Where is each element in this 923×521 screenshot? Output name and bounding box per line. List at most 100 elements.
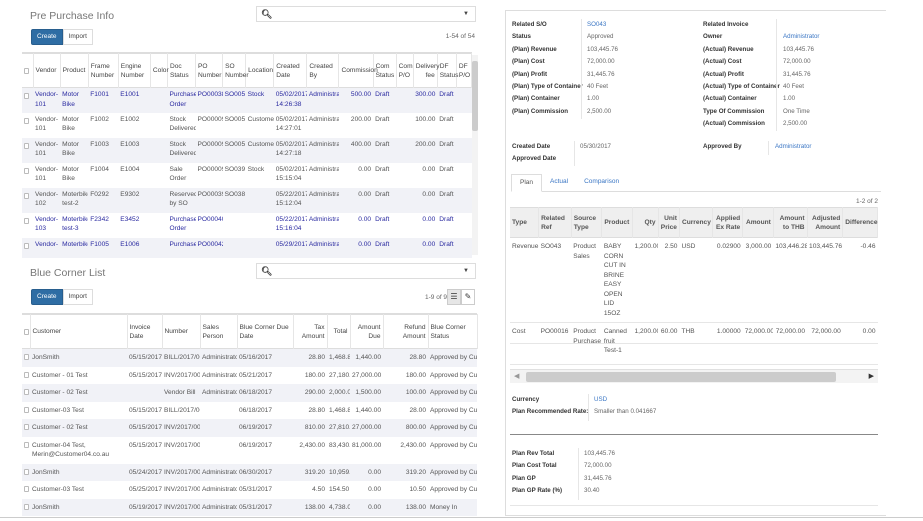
horizontal-scrollbar[interactable]: ◀ ▶ xyxy=(510,369,878,383)
row-checkbox[interactable] xyxy=(22,481,30,499)
table-row[interactable]: Vendor-101 Motor Bike F1001 E1001 Purchase O… xyxy=(22,87,472,113)
field-link[interactable]: Administrator xyxy=(783,33,820,41)
column-header[interactable]: Location xyxy=(245,53,275,88)
row-checkbox[interactable] xyxy=(22,237,34,258)
column-header[interactable]: Customer xyxy=(30,314,128,349)
form-view-icon[interactable]: ✎ xyxy=(461,289,475,305)
column-header[interactable]: Doc Status xyxy=(167,53,197,88)
column-header[interactable]: Related Ref xyxy=(538,207,572,238)
column-header[interactable]: Applied Ex Rate xyxy=(712,207,744,238)
table-row[interactable]: Customer-03 Test 05/15/2017BILL/2017/0011… xyxy=(22,402,477,420)
column-header[interactable]: Amount Due xyxy=(350,314,384,349)
column-header[interactable]: Number xyxy=(162,314,201,349)
column-header[interactable]: Blue Corner Due Date xyxy=(237,314,294,349)
column-header[interactable]: Com Status xyxy=(373,53,397,88)
table-row[interactable]: JonSmith05/24/2017INV/2017/0009Administr… xyxy=(22,463,477,481)
column-header[interactable]: Com P/O xyxy=(396,53,414,88)
scroll-left-icon[interactable]: ◀ xyxy=(514,373,520,380)
column-header[interactable]: Adjusted Amount xyxy=(807,207,844,238)
column-header[interactable]: Commission xyxy=(338,53,378,88)
table-row[interactable]: Customer - 02 Test 05/15/2017 INV/2017/00 0… xyxy=(22,419,477,437)
column-header[interactable]: Difference xyxy=(842,207,878,238)
chevron-down-icon[interactable]: ▼ xyxy=(463,268,469,274)
column-header[interactable]: DF Status xyxy=(437,53,458,88)
column-header[interactable]: Vendor xyxy=(33,53,61,88)
currency-link[interactable]: USD xyxy=(594,396,608,403)
column-header[interactable]: Frame Number xyxy=(88,53,119,88)
table-row[interactable]: Customer-03 Test05/25/2017INV/2017/0010A… xyxy=(22,481,477,499)
column-header[interactable]: Source Type xyxy=(571,207,603,238)
column-header[interactable]: Sales Person xyxy=(200,314,238,349)
table-row[interactable]: Customer - 02 Test Vendor Bill Administrat… xyxy=(22,384,477,402)
column-header[interactable]: Qty xyxy=(632,207,659,238)
column-header[interactable]: Refund Amount xyxy=(383,314,429,349)
tab-actual[interactable]: Actual xyxy=(550,178,569,185)
column-header[interactable]: Currency xyxy=(679,207,713,238)
column-header[interactable]: Tax Amount xyxy=(293,314,328,349)
column-header[interactable]: Color xyxy=(150,53,169,88)
column-header[interactable]: Product xyxy=(60,53,89,88)
column-header[interactable]: Invoice Date xyxy=(127,314,163,349)
column-header[interactable]: SO Number xyxy=(222,53,249,88)
tab-comparison[interactable]: Comparison xyxy=(584,178,620,185)
column-header[interactable]: DF P/O xyxy=(456,53,472,88)
row-checkbox[interactable] xyxy=(22,137,34,163)
import-button[interactable]: Import xyxy=(62,29,93,45)
column-header[interactable]: Created By xyxy=(306,53,340,88)
scrollbar[interactable] xyxy=(472,55,478,255)
column-header[interactable]: Blue Corner Status xyxy=(428,314,478,349)
row-checkbox[interactable] xyxy=(22,498,30,516)
column-header[interactable]: PO Number xyxy=(195,53,224,88)
select-all-checkbox[interactable] xyxy=(22,53,34,88)
table-row[interactable]: Customer - 01 Test 05/15/2017INV/2017/000… xyxy=(22,367,477,385)
row-checkbox[interactable] xyxy=(22,437,30,464)
create-button[interactable]: Create xyxy=(31,29,63,45)
column-header[interactable]: Amount xyxy=(742,207,774,238)
column-header[interactable]: Engine Number xyxy=(118,53,151,88)
table-row[interactable]: Vendor-102 Moterbike test-2 F0292 E9302 Rese… xyxy=(22,187,472,213)
row-checkbox[interactable] xyxy=(22,113,33,138)
table-row[interactable]: Vendor-103 Moterbike test-3 F2342 E3452 Purc… xyxy=(22,213,472,238)
search-input[interactable]: 🔍︎ ▼ xyxy=(256,263,476,279)
import-button[interactable]: Import xyxy=(62,289,93,305)
chevron-down-icon[interactable]: ▼ xyxy=(463,11,469,17)
currency-label: Currency xyxy=(512,396,540,403)
row-checkbox[interactable] xyxy=(22,384,30,402)
column-header[interactable]: Product xyxy=(601,207,633,238)
row-checkbox[interactable] xyxy=(22,163,33,188)
row-checkbox[interactable] xyxy=(22,463,30,481)
column-header[interactable]: Created Date xyxy=(273,53,308,88)
column-header[interactable]: Total xyxy=(327,314,351,349)
field-link[interactable]: SO043 xyxy=(587,21,607,28)
table-cell: 1,468.80 xyxy=(327,348,350,367)
table-row[interactable]: JonSmith05/19/2017INV/2017/0008Administr… xyxy=(22,498,477,516)
table-row[interactable]: Customer-04 Test, Merin@Customer04.co.au… xyxy=(22,437,477,464)
column-header[interactable]: Type xyxy=(510,207,540,238)
table-row[interactable]: Revenue SO043 Product Sales BABY CORN CUT I… xyxy=(510,238,878,323)
row-checkbox[interactable] xyxy=(22,367,30,385)
row-checkbox[interactable] xyxy=(22,213,33,238)
row-checkbox[interactable] xyxy=(22,419,30,437)
scroll-right-icon[interactable]: ▶ xyxy=(868,373,874,380)
row-checkbox[interactable] xyxy=(22,87,34,113)
table-cell: 05/24/2017 xyxy=(127,463,162,481)
table-cell: Customer-03 Test xyxy=(32,406,84,414)
column-header[interactable]: Delivery fee xyxy=(413,53,440,88)
search-input[interactable]: 🔍︎ ▼ xyxy=(256,6,476,22)
column-header[interactable]: Amount to THB xyxy=(773,207,808,238)
row-checkbox[interactable] xyxy=(22,402,30,420)
create-button[interactable]: Create xyxy=(31,289,63,305)
list-view-icon[interactable]: ☰ xyxy=(447,289,461,305)
column-header[interactable]: Unit Price xyxy=(658,207,680,238)
table-row[interactable]: Vendor-101 Motor Bike F1002 E1002 Stock Deli… xyxy=(22,113,472,138)
select-all-checkbox[interactable] xyxy=(22,314,31,349)
table-row[interactable]: Vendor-101 Motor Bike F1004 E1004 Sale Order… xyxy=(22,163,472,188)
approved-by-link[interactable]: Administrator xyxy=(775,143,812,150)
table-row[interactable]: Vendor-101 Motor Bike F1003 E1003 Stock Deli… xyxy=(22,137,472,163)
table-cell: 1,468.80 xyxy=(329,406,350,414)
table-row[interactable]: JonSmith05/15/2017BILL/2017/0011Administ… xyxy=(22,348,477,367)
row-checkbox[interactable] xyxy=(22,348,30,367)
row-checkbox[interactable] xyxy=(22,187,34,213)
table-row[interactable]: Vendor- Moterbike F1005 E1006 Purchase PO0004… xyxy=(22,237,472,258)
tab-plan[interactable]: Plan xyxy=(511,174,543,192)
